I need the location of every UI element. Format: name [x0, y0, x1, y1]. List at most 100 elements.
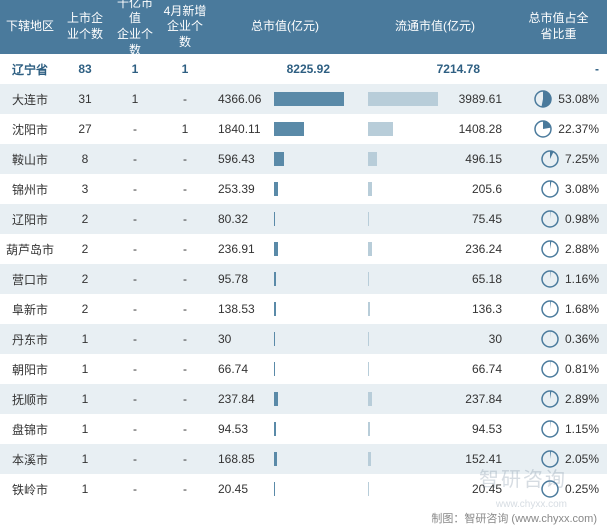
pie-icon	[541, 300, 559, 318]
cell-qianyi: -	[110, 272, 160, 286]
cell-pct: 2.88%	[510, 240, 607, 258]
cell-circ-mv: 75.45	[360, 210, 510, 228]
pie-icon	[534, 90, 552, 108]
market-value-table: 下辖地区 上市企 业个数 千亿市值 企业个数 4月新增 企业个数 总市值(亿元)…	[0, 0, 607, 504]
summary-pct: -	[510, 62, 607, 76]
cell-qianyi: -	[110, 332, 160, 346]
table-row: 阜新市 2 - - 138.53 136.3 1.68%	[0, 294, 607, 324]
cell-pct: 0.36%	[510, 330, 607, 348]
pie-icon	[541, 180, 559, 198]
cell-region: 大连市	[0, 91, 60, 108]
cell-region: 朝阳市	[0, 361, 60, 378]
table-row: 辽阳市 2 - - 80.32 75.45 0.98%	[0, 204, 607, 234]
cell-total-mv: 168.85	[210, 450, 360, 468]
cell-qianyi: -	[110, 362, 160, 376]
table-row: 大连市 31 1 - 4366.06 3989.61 53.08%	[0, 84, 607, 114]
cell-count: 2	[60, 212, 110, 226]
cell-count: 1	[60, 482, 110, 496]
pie-icon	[541, 240, 559, 258]
header-region: 下辖地区	[0, 15, 60, 39]
table-row: 本溪市 1 - - 168.85 152.41 2.05%	[0, 444, 607, 474]
header-count: 上市企 业个数	[60, 7, 110, 46]
cell-april: -	[160, 452, 210, 466]
cell-pct: 3.08%	[510, 180, 607, 198]
cell-circ-mv: 20.45	[360, 480, 510, 498]
cell-april: -	[160, 392, 210, 406]
summary-row: 辽宁省 83 1 1 8225.92 7214.78 -	[0, 54, 607, 84]
pie-icon	[541, 150, 559, 168]
cell-total-mv: 596.43	[210, 150, 360, 168]
cell-april: -	[160, 152, 210, 166]
cell-circ-mv: 1408.28	[360, 120, 510, 138]
cell-count: 3	[60, 182, 110, 196]
pie-icon	[541, 450, 559, 468]
cell-total-mv: 1840.11	[210, 120, 360, 138]
cell-count: 2	[60, 272, 110, 286]
cell-count: 1	[60, 362, 110, 376]
cell-pct: 7.25%	[510, 150, 607, 168]
cell-circ-mv: 3989.61	[360, 90, 510, 108]
pie-icon	[541, 420, 559, 438]
cell-total-mv: 80.32	[210, 210, 360, 228]
table-row: 葫芦岛市 2 - - 236.91 236.24 2.88%	[0, 234, 607, 264]
cell-april: -	[160, 302, 210, 316]
cell-circ-mv: 152.41	[360, 450, 510, 468]
table-row: 盘锦市 1 - - 94.53 94.53 1.15%	[0, 414, 607, 444]
cell-april: -	[160, 332, 210, 346]
cell-pct: 2.05%	[510, 450, 607, 468]
cell-circ-mv: 94.53	[360, 420, 510, 438]
cell-region: 营口市	[0, 271, 60, 288]
cell-total-mv: 236.91	[210, 240, 360, 258]
table-row: 铁岭市 1 - - 20.45 20.45 0.25%	[0, 474, 607, 504]
summary-april: 1	[160, 62, 210, 76]
summary-total-mv: 8225.92	[210, 62, 360, 76]
cell-circ-mv: 30	[360, 330, 510, 348]
pie-icon	[534, 120, 552, 138]
cell-qianyi: -	[110, 122, 160, 136]
cell-pct: 1.15%	[510, 420, 607, 438]
cell-qianyi: 1	[110, 92, 160, 106]
header-april: 4月新增 企业个数	[160, 0, 210, 54]
cell-count: 1	[60, 422, 110, 436]
cell-circ-mv: 236.24	[360, 240, 510, 258]
cell-qianyi: -	[110, 182, 160, 196]
cell-region: 锦州市	[0, 181, 60, 198]
cell-pct: 1.16%	[510, 270, 607, 288]
cell-total-mv: 237.84	[210, 390, 360, 408]
cell-pct: 22.37%	[510, 120, 607, 138]
cell-april: 1	[160, 122, 210, 136]
cell-april: -	[160, 92, 210, 106]
cell-circ-mv: 65.18	[360, 270, 510, 288]
cell-april: -	[160, 362, 210, 376]
table-row: 朝阳市 1 - - 66.74 66.74 0.81%	[0, 354, 607, 384]
header-circ-mv: 流通市值(亿元)	[360, 15, 510, 39]
cell-circ-mv: 237.84	[360, 390, 510, 408]
cell-region: 鞍山市	[0, 151, 60, 168]
cell-count: 27	[60, 122, 110, 136]
cell-count: 1	[60, 332, 110, 346]
cell-pct: 0.25%	[510, 480, 607, 498]
cell-circ-mv: 205.6	[360, 180, 510, 198]
cell-april: -	[160, 422, 210, 436]
cell-pct: 0.81%	[510, 360, 607, 378]
summary-region: 辽宁省	[0, 61, 60, 78]
header-total-mv: 总市值(亿元)	[210, 15, 360, 39]
footer-credit: 制图：智研咨询 (www.chyxx.com)	[0, 504, 607, 532]
cell-total-mv: 20.45	[210, 480, 360, 498]
pie-icon	[541, 330, 559, 348]
summary-count: 83	[60, 62, 110, 76]
header-qianyi: 千亿市值 企业个数	[110, 0, 160, 62]
cell-pct: 53.08%	[510, 90, 607, 108]
cell-circ-mv: 66.74	[360, 360, 510, 378]
cell-qianyi: -	[110, 452, 160, 466]
cell-total-mv: 4366.06	[210, 90, 360, 108]
header-pct: 总市值占全 省比重	[510, 7, 607, 46]
cell-count: 1	[60, 452, 110, 466]
cell-qianyi: -	[110, 482, 160, 496]
cell-region: 抚顺市	[0, 391, 60, 408]
table-row: 锦州市 3 - - 253.39 205.6 3.08%	[0, 174, 607, 204]
cell-pct: 1.68%	[510, 300, 607, 318]
cell-qianyi: -	[110, 422, 160, 436]
cell-qianyi: -	[110, 242, 160, 256]
table-row: 沈阳市 27 - 1 1840.11 1408.28 22.37%	[0, 114, 607, 144]
